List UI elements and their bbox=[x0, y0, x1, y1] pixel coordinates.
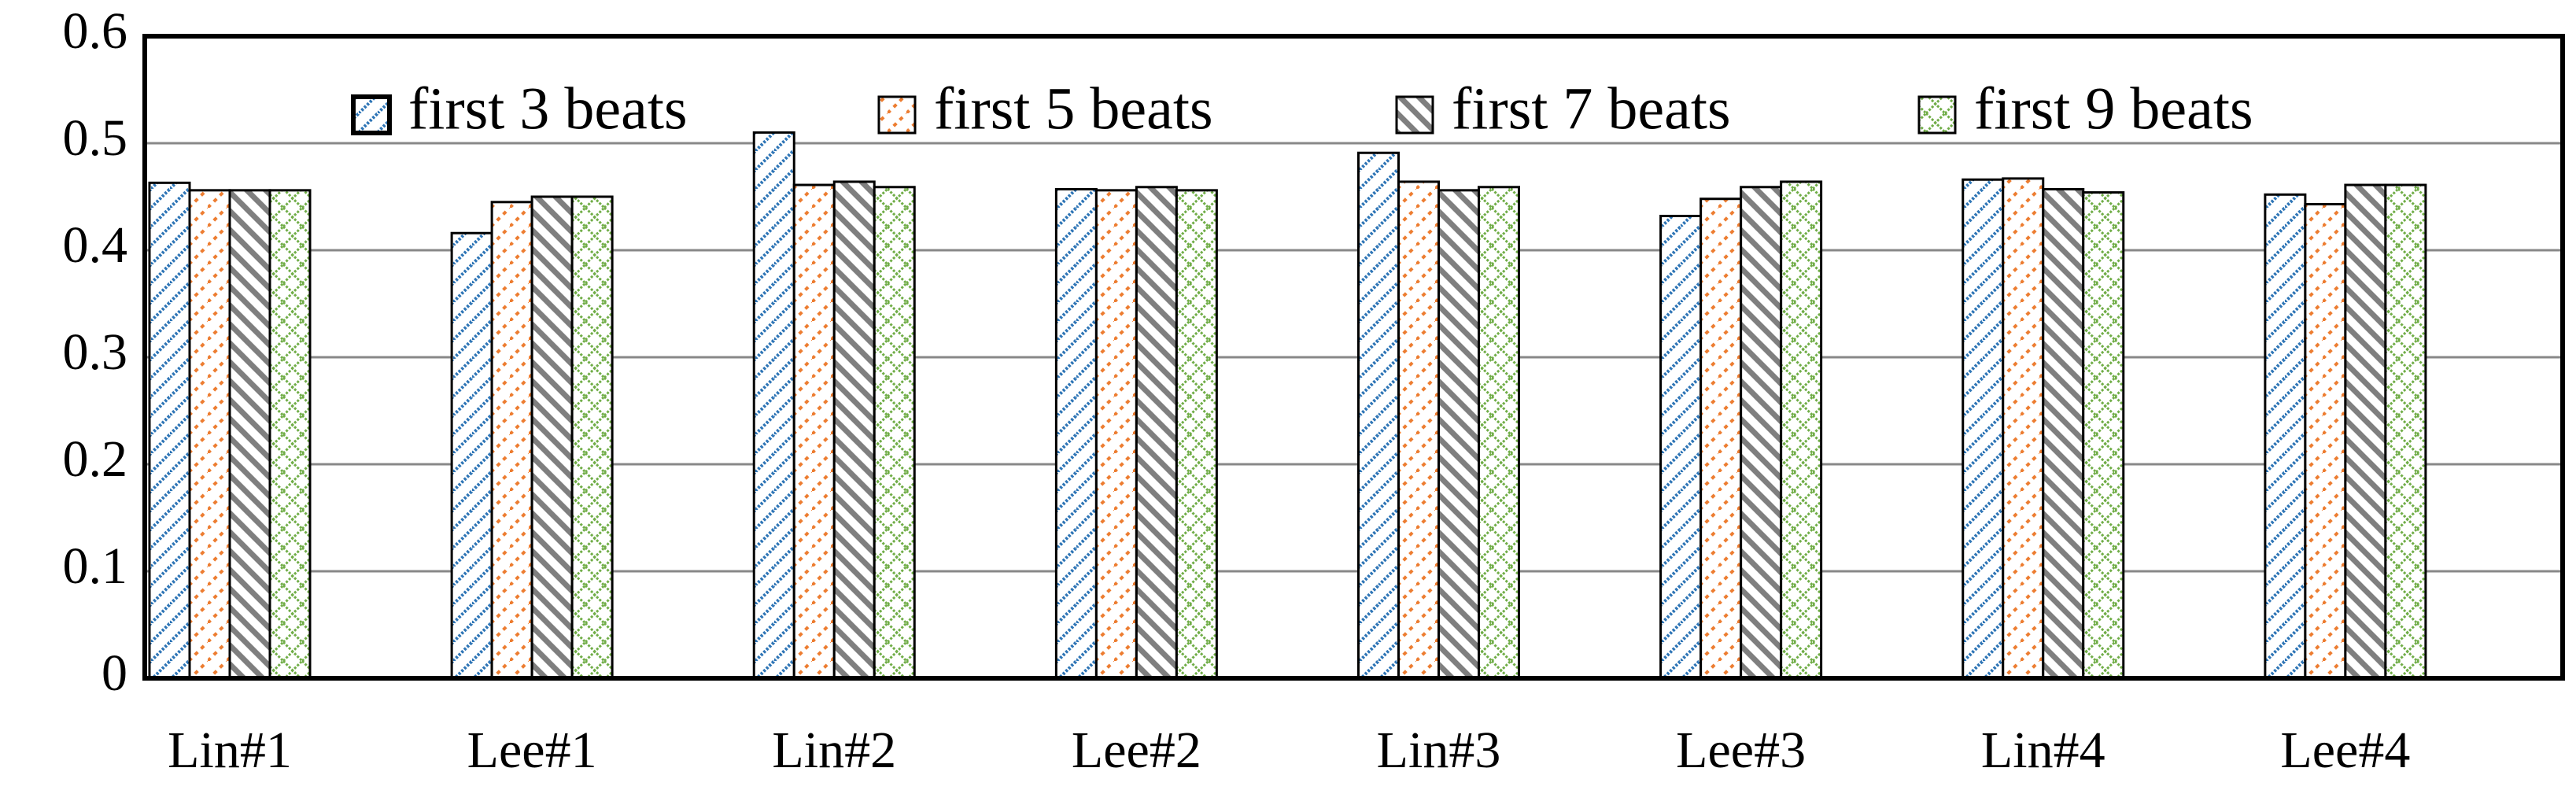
bar bbox=[1699, 198, 1743, 680]
bar bbox=[570, 195, 614, 680]
bar bbox=[2042, 187, 2085, 680]
legend-swatch bbox=[1395, 95, 1434, 135]
bar bbox=[1094, 189, 1138, 680]
bar bbox=[2264, 193, 2307, 680]
x-tick-label: Lin#2 bbox=[772, 722, 896, 779]
bar bbox=[530, 195, 574, 680]
y-tick-label: 0.1 bbox=[63, 537, 128, 595]
x-tick-label: Lee#3 bbox=[1676, 722, 1806, 779]
bar bbox=[2384, 183, 2427, 680]
legend-label: first 9 beats bbox=[1974, 76, 2253, 142]
bar bbox=[2002, 177, 2045, 680]
bar bbox=[2344, 183, 2387, 680]
bar bbox=[1962, 178, 2005, 680]
bar bbox=[1357, 151, 1400, 680]
bar bbox=[2082, 191, 2125, 680]
bar bbox=[792, 183, 836, 680]
x-tick-label: Lee#4 bbox=[2280, 722, 2410, 779]
bar bbox=[1478, 186, 1520, 680]
legend-label: first 3 beats bbox=[408, 76, 688, 142]
y-tick-label: 0.2 bbox=[63, 430, 128, 488]
bar bbox=[1397, 180, 1440, 680]
legend-swatch bbox=[877, 95, 917, 135]
y-tick-label: 0.3 bbox=[63, 323, 128, 381]
y-tick-label: 0.4 bbox=[63, 216, 128, 274]
y-tick-label: 0.5 bbox=[63, 109, 128, 167]
bar bbox=[188, 189, 231, 680]
bar bbox=[268, 189, 312, 680]
bar bbox=[873, 186, 916, 680]
bar bbox=[1740, 186, 1783, 680]
bar bbox=[1780, 180, 1823, 680]
legend-label: first 5 beats bbox=[934, 76, 1213, 142]
y-tick-label: 0.6 bbox=[63, 2, 128, 60]
y-tick-label: 0 bbox=[101, 644, 127, 702]
x-tick-label: Lee#1 bbox=[467, 722, 597, 779]
legend-swatch bbox=[351, 94, 392, 135]
bar bbox=[1135, 186, 1178, 680]
legend-label: first 7 beats bbox=[1452, 76, 1731, 142]
legend-swatch bbox=[1917, 95, 1957, 135]
x-tick-label: Lin#1 bbox=[168, 722, 292, 779]
plot-frame bbox=[142, 34, 2565, 681]
bar bbox=[752, 131, 795, 680]
bar bbox=[1437, 189, 1480, 680]
bar bbox=[228, 189, 271, 680]
bar bbox=[1175, 189, 1218, 680]
bar bbox=[148, 181, 191, 680]
x-tick-label: Lee#2 bbox=[1072, 722, 1201, 779]
bar bbox=[1054, 187, 1098, 680]
bar bbox=[1659, 214, 1703, 680]
x-tick-label: Lin#4 bbox=[1981, 722, 2105, 779]
bar bbox=[450, 231, 493, 680]
bar bbox=[832, 180, 876, 680]
bar bbox=[490, 201, 533, 680]
bar bbox=[2304, 203, 2347, 680]
x-tick-label: Lin#3 bbox=[1377, 722, 1501, 779]
